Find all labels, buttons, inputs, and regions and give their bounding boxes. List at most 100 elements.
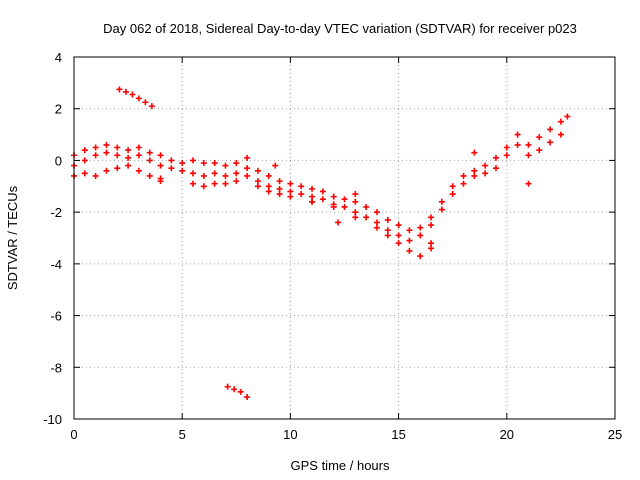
data-point bbox=[233, 160, 240, 167]
data-point bbox=[211, 180, 218, 187]
data-point bbox=[103, 167, 110, 174]
data-point bbox=[148, 103, 155, 110]
data-point bbox=[146, 149, 153, 156]
y-tick-label: -6 bbox=[50, 309, 62, 324]
data-point bbox=[384, 216, 391, 223]
data-point bbox=[135, 95, 142, 102]
series-low-arc bbox=[224, 383, 251, 401]
data-point bbox=[265, 188, 272, 195]
data-point bbox=[438, 198, 445, 205]
data-point bbox=[428, 240, 435, 247]
series-main-middle bbox=[71, 131, 564, 244]
chart-title: Day 062 of 2018, Sidereal Day-to-day VTE… bbox=[103, 21, 577, 36]
plot-frame bbox=[73, 56, 616, 420]
data-point bbox=[142, 99, 149, 106]
data-point bbox=[352, 191, 359, 198]
data-point bbox=[373, 219, 380, 226]
data-point bbox=[514, 141, 521, 148]
data-point bbox=[319, 188, 326, 195]
data-point bbox=[341, 196, 348, 203]
data-point bbox=[265, 172, 272, 179]
data-point bbox=[92, 172, 99, 179]
data-point bbox=[460, 172, 467, 179]
y-tick-label: -2 bbox=[50, 205, 62, 220]
data-point bbox=[254, 183, 261, 190]
x-tick-label: 15 bbox=[391, 427, 405, 442]
data-point bbox=[190, 180, 197, 187]
data-point bbox=[157, 152, 164, 159]
data-point bbox=[103, 141, 110, 148]
data-point bbox=[417, 253, 424, 260]
data-point bbox=[122, 88, 129, 95]
data-point bbox=[428, 214, 435, 221]
data-point bbox=[276, 178, 283, 185]
data-point bbox=[103, 149, 110, 156]
data-point bbox=[276, 185, 283, 192]
data-point bbox=[373, 209, 380, 216]
data-point bbox=[330, 193, 337, 200]
data-point bbox=[449, 191, 456, 198]
data-point bbox=[125, 162, 132, 169]
y-tick-label: -10 bbox=[43, 412, 62, 427]
data-point bbox=[309, 198, 316, 205]
data-point bbox=[363, 214, 370, 221]
data-point bbox=[135, 152, 142, 159]
data-point bbox=[190, 157, 197, 164]
x-tick-label: 5 bbox=[179, 427, 186, 442]
data-point bbox=[222, 180, 229, 187]
data-point bbox=[482, 162, 489, 169]
data-point bbox=[395, 240, 402, 247]
data-point bbox=[200, 160, 207, 167]
data-point bbox=[363, 203, 370, 210]
data-point bbox=[211, 160, 218, 167]
data-point bbox=[237, 388, 244, 395]
data-point bbox=[190, 170, 197, 177]
data-point bbox=[352, 209, 359, 216]
data-point bbox=[298, 191, 305, 198]
data-point bbox=[298, 183, 305, 190]
data-point bbox=[384, 232, 391, 239]
data-point bbox=[244, 172, 251, 179]
data-point bbox=[352, 214, 359, 221]
data-point bbox=[395, 222, 402, 229]
data-point bbox=[471, 149, 478, 156]
data-point bbox=[547, 139, 554, 146]
data-point bbox=[287, 180, 294, 187]
y-tick-label: -8 bbox=[50, 360, 62, 375]
data-point bbox=[287, 188, 294, 195]
data-point bbox=[417, 224, 424, 231]
data-point bbox=[114, 144, 121, 151]
data-point bbox=[417, 232, 424, 239]
data-point bbox=[244, 165, 251, 172]
data-point bbox=[254, 178, 261, 185]
y-tick-label: -4 bbox=[50, 257, 62, 272]
data-point bbox=[471, 172, 478, 179]
data-point bbox=[114, 152, 121, 159]
data-point bbox=[92, 152, 99, 159]
data-point bbox=[330, 203, 337, 210]
series-main-lower bbox=[71, 162, 435, 260]
series-high-arc bbox=[116, 86, 155, 110]
data-point bbox=[309, 193, 316, 200]
data-point bbox=[231, 386, 238, 393]
data-point bbox=[503, 144, 510, 151]
data-point bbox=[200, 172, 207, 179]
data-point bbox=[200, 183, 207, 190]
data-point bbox=[319, 196, 326, 203]
data-point bbox=[222, 172, 229, 179]
data-point bbox=[146, 172, 153, 179]
data-point bbox=[460, 180, 467, 187]
data-point bbox=[114, 165, 121, 172]
data-point bbox=[438, 206, 445, 213]
data-point bbox=[557, 131, 564, 138]
data-point bbox=[272, 162, 279, 169]
data-point bbox=[244, 154, 251, 161]
data-point bbox=[406, 237, 413, 244]
data-point bbox=[233, 170, 240, 177]
data-point bbox=[395, 232, 402, 239]
data-point bbox=[492, 154, 499, 161]
data-point bbox=[525, 152, 532, 159]
data-point bbox=[564, 113, 571, 120]
